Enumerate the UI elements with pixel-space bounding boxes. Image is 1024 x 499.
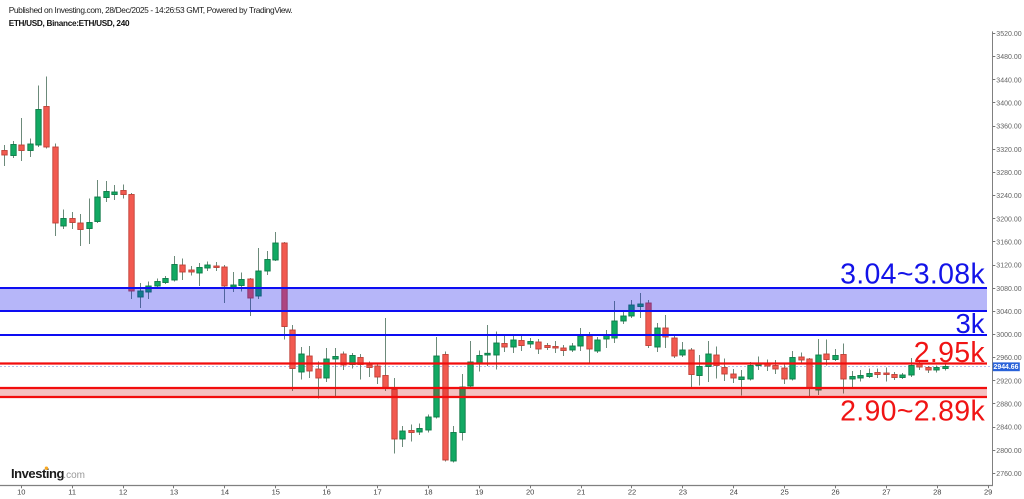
svg-text:27: 27 (882, 487, 890, 496)
svg-text:16: 16 (322, 487, 330, 496)
svg-text:2.95k: 2.95k (914, 337, 986, 369)
svg-text:28: 28 (933, 487, 941, 496)
svg-text:3280.00: 3280.00 (996, 170, 1021, 177)
svg-text:3440.00: 3440.00 (996, 77, 1021, 84)
svg-text:24: 24 (730, 487, 738, 496)
svg-text:22: 22 (628, 487, 636, 496)
svg-text:3000.00: 3000.00 (996, 332, 1021, 339)
svg-text:.com: .com (63, 470, 85, 481)
svg-text:3520.00: 3520.00 (996, 31, 1021, 38)
svg-text:3240.00: 3240.00 (996, 193, 1021, 200)
svg-text:25: 25 (780, 487, 788, 496)
svg-text:ETH/USD, Binance:ETH/USD, 240: ETH/USD, Binance:ETH/USD, 240 (9, 19, 130, 28)
svg-text:23: 23 (679, 487, 687, 496)
svg-text:10: 10 (17, 487, 25, 496)
svg-text:3120.00: 3120.00 (996, 263, 1021, 270)
svg-text:19: 19 (475, 487, 483, 496)
svg-text:13: 13 (170, 487, 178, 496)
svg-text:2760.00: 2760.00 (996, 471, 1021, 478)
svg-text:3k: 3k (955, 308, 984, 339)
svg-text:21: 21 (577, 487, 585, 496)
svg-text:26: 26 (831, 487, 839, 496)
svg-text:18: 18 (424, 487, 432, 496)
svg-text:3480.00: 3480.00 (996, 54, 1021, 61)
svg-text:20: 20 (526, 487, 534, 496)
svg-text:2880.00: 2880.00 (996, 402, 1021, 409)
svg-text:3080.00: 3080.00 (996, 286, 1021, 293)
svg-text:17: 17 (373, 487, 381, 496)
svg-text:11: 11 (68, 487, 76, 496)
svg-text:12: 12 (119, 487, 127, 496)
svg-text:2800.00: 2800.00 (996, 448, 1021, 455)
svg-text:2920.00: 2920.00 (996, 378, 1021, 385)
svg-text:2840.00: 2840.00 (996, 425, 1021, 432)
svg-text:Published on Investing.com, 28: Published on Investing.com, 28/Dec/2025 … (9, 5, 293, 15)
svg-text:3200.00: 3200.00 (996, 216, 1021, 223)
svg-text:3400.00: 3400.00 (996, 101, 1021, 108)
svg-text:3.04~3.08k: 3.04~3.08k (840, 259, 985, 291)
svg-text:3160.00: 3160.00 (996, 239, 1021, 246)
svg-text:3040.00: 3040.00 (996, 309, 1021, 316)
svg-text:3320.00: 3320.00 (996, 147, 1021, 154)
svg-text:14: 14 (221, 487, 229, 496)
svg-text:29: 29 (984, 487, 992, 496)
svg-text:2960.00: 2960.00 (996, 355, 1021, 362)
svg-text:Investing: Investing (11, 466, 65, 481)
svg-text:15: 15 (272, 487, 280, 496)
svg-text:3360.00: 3360.00 (996, 124, 1021, 131)
svg-text:2.90~2.89k: 2.90~2.89k (840, 395, 985, 427)
svg-text:2944.66: 2944.66 (994, 364, 1019, 371)
